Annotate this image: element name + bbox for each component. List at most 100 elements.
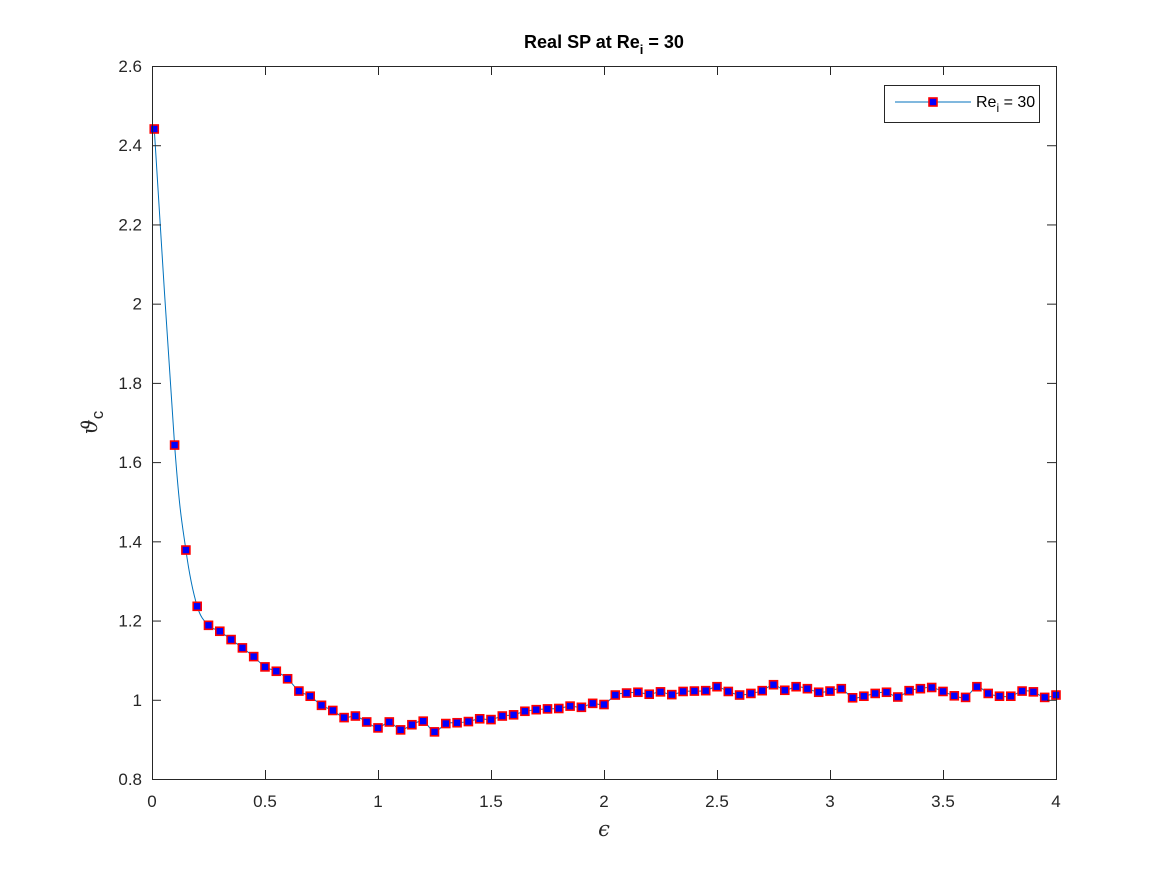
- data-point-marker: [768, 679, 779, 690]
- data-point-marker: [633, 687, 643, 698]
- y-axis-label-main: ϑ: [78, 419, 102, 434]
- data-point-marker: [678, 686, 688, 697]
- data-point-marker: [836, 683, 847, 694]
- data-point-marker: [486, 714, 496, 725]
- y-tick-label: 2.6: [118, 57, 142, 76]
- data-point-marker: [892, 692, 903, 702]
- x-axis-label: ϵ: [598, 817, 610, 841]
- data-point-marker: [149, 124, 160, 134]
- data-point-marker: [226, 634, 236, 645]
- y-tick-label: 0.8: [118, 770, 142, 789]
- data-point-marker: [1039, 692, 1050, 703]
- data-point-marker: [497, 711, 508, 721]
- y-tick-label: 1.4: [118, 532, 142, 551]
- y-tick-label: 1.2: [118, 612, 142, 631]
- y-tick-label: 2.4: [118, 136, 142, 155]
- data-point-marker: [248, 651, 259, 662]
- data-point-marker: [859, 691, 869, 702]
- data-point-marker: [802, 683, 813, 694]
- data-point-marker: [779, 685, 790, 696]
- data-point-marker: [1028, 687, 1039, 697]
- chart-title: Real SP at Rei = 30: [524, 32, 684, 57]
- data-point-marker: [723, 686, 734, 697]
- data-point-marker: [1017, 686, 1027, 696]
- y-tick-label: 1.8: [118, 374, 142, 393]
- data-point-marker: [904, 685, 914, 696]
- y-axis-label: ϑc: [78, 410, 107, 434]
- legend-label-suffix: = 30: [999, 94, 1035, 111]
- data-point-marker: [587, 698, 598, 709]
- y-tick-label: 1.6: [118, 453, 142, 472]
- data-point-marker: [192, 601, 202, 612]
- y-tick-label: 2: [133, 295, 142, 314]
- legend-box: [884, 85, 1040, 123]
- y-axis-label-subscript: c: [88, 410, 107, 419]
- data-point-marker: [271, 666, 282, 677]
- data-point-marker: [395, 725, 406, 735]
- x-tick-label: 2: [599, 792, 608, 811]
- chart-title-main: Real SP at Re: [524, 32, 640, 52]
- data-point-marker: [757, 685, 768, 696]
- data-point-marker: [813, 687, 824, 698]
- data-point-marker: [508, 710, 519, 720]
- data-point-marker: [520, 706, 530, 717]
- data-point-marker: [384, 717, 395, 727]
- x-tick-label: 4: [1051, 792, 1060, 811]
- data-point-marker: [949, 691, 960, 701]
- series-layer: [149, 124, 1061, 737]
- legend-label-main: Re: [976, 94, 997, 111]
- data-point-marker: [203, 620, 214, 631]
- data-point-marker: [915, 683, 926, 694]
- chart-title-subscript: i: [640, 42, 644, 57]
- data-point-marker: [576, 702, 587, 713]
- data-point-marker: [260, 662, 270, 672]
- data-point-marker: [181, 545, 191, 555]
- data-point-marker: [712, 681, 722, 692]
- data-point-marker: [734, 690, 745, 700]
- data-point-marker: [282, 673, 293, 684]
- x-tick-label: 3.5: [931, 792, 955, 811]
- data-point-marker: [565, 701, 575, 711]
- x-tick-label: 2.5: [705, 792, 729, 811]
- y-tick-label: 2.2: [118, 215, 142, 234]
- data-point-marker: [983, 688, 994, 699]
- data-point-marker: [655, 687, 666, 697]
- data-point-marker: [825, 686, 835, 696]
- legend-label: Rei = 30: [976, 94, 1035, 115]
- data-point-marker: [938, 686, 948, 697]
- data-point-marker: [926, 682, 937, 693]
- data-point-marker: [666, 689, 677, 700]
- data-point-marker: [700, 685, 711, 696]
- x-tick-label: 1: [373, 792, 382, 811]
- data-point-marker: [215, 626, 225, 637]
- plot-area: [152, 66, 1056, 779]
- data-point-marker: [294, 686, 304, 696]
- legend-label-subscript: i: [996, 101, 999, 115]
- legend-marker-sample: [928, 97, 938, 107]
- data-point-marker: [542, 704, 553, 714]
- legend: Rei = 30: [884, 85, 1040, 123]
- data-point-marker: [339, 712, 349, 723]
- data-point-marker: [599, 699, 609, 710]
- data-point-marker: [746, 688, 756, 699]
- data-point-marker: [361, 717, 372, 727]
- x-tick-label: 0.5: [253, 792, 277, 811]
- data-point-marker: [972, 681, 982, 692]
- chart-title-suffix: = 30: [643, 32, 684, 52]
- data-point-marker: [237, 643, 248, 653]
- data-point-marker: [610, 690, 621, 700]
- data-point-marker: [644, 689, 655, 700]
- data-point-marker: [316, 700, 327, 711]
- x-tick-label: 1.5: [479, 792, 503, 811]
- x-tick-label: 0: [147, 792, 156, 811]
- data-point-marker: [881, 687, 892, 698]
- data-point-marker: [1005, 691, 1016, 702]
- ticks-layer: 0 0.5 1 1.5 2 2.5 3 3.5 4 0.8 1 1.2 1.4 1.6 1.8 2 2.2 2.4…: [118, 57, 1060, 811]
- data-point-marker: [621, 688, 632, 698]
- data-point-marker: [418, 716, 429, 726]
- data-point-marker: [531, 704, 542, 715]
- data-point-marker: [870, 688, 881, 699]
- data-point-marker: [960, 692, 971, 703]
- data-point-marker: [440, 718, 451, 729]
